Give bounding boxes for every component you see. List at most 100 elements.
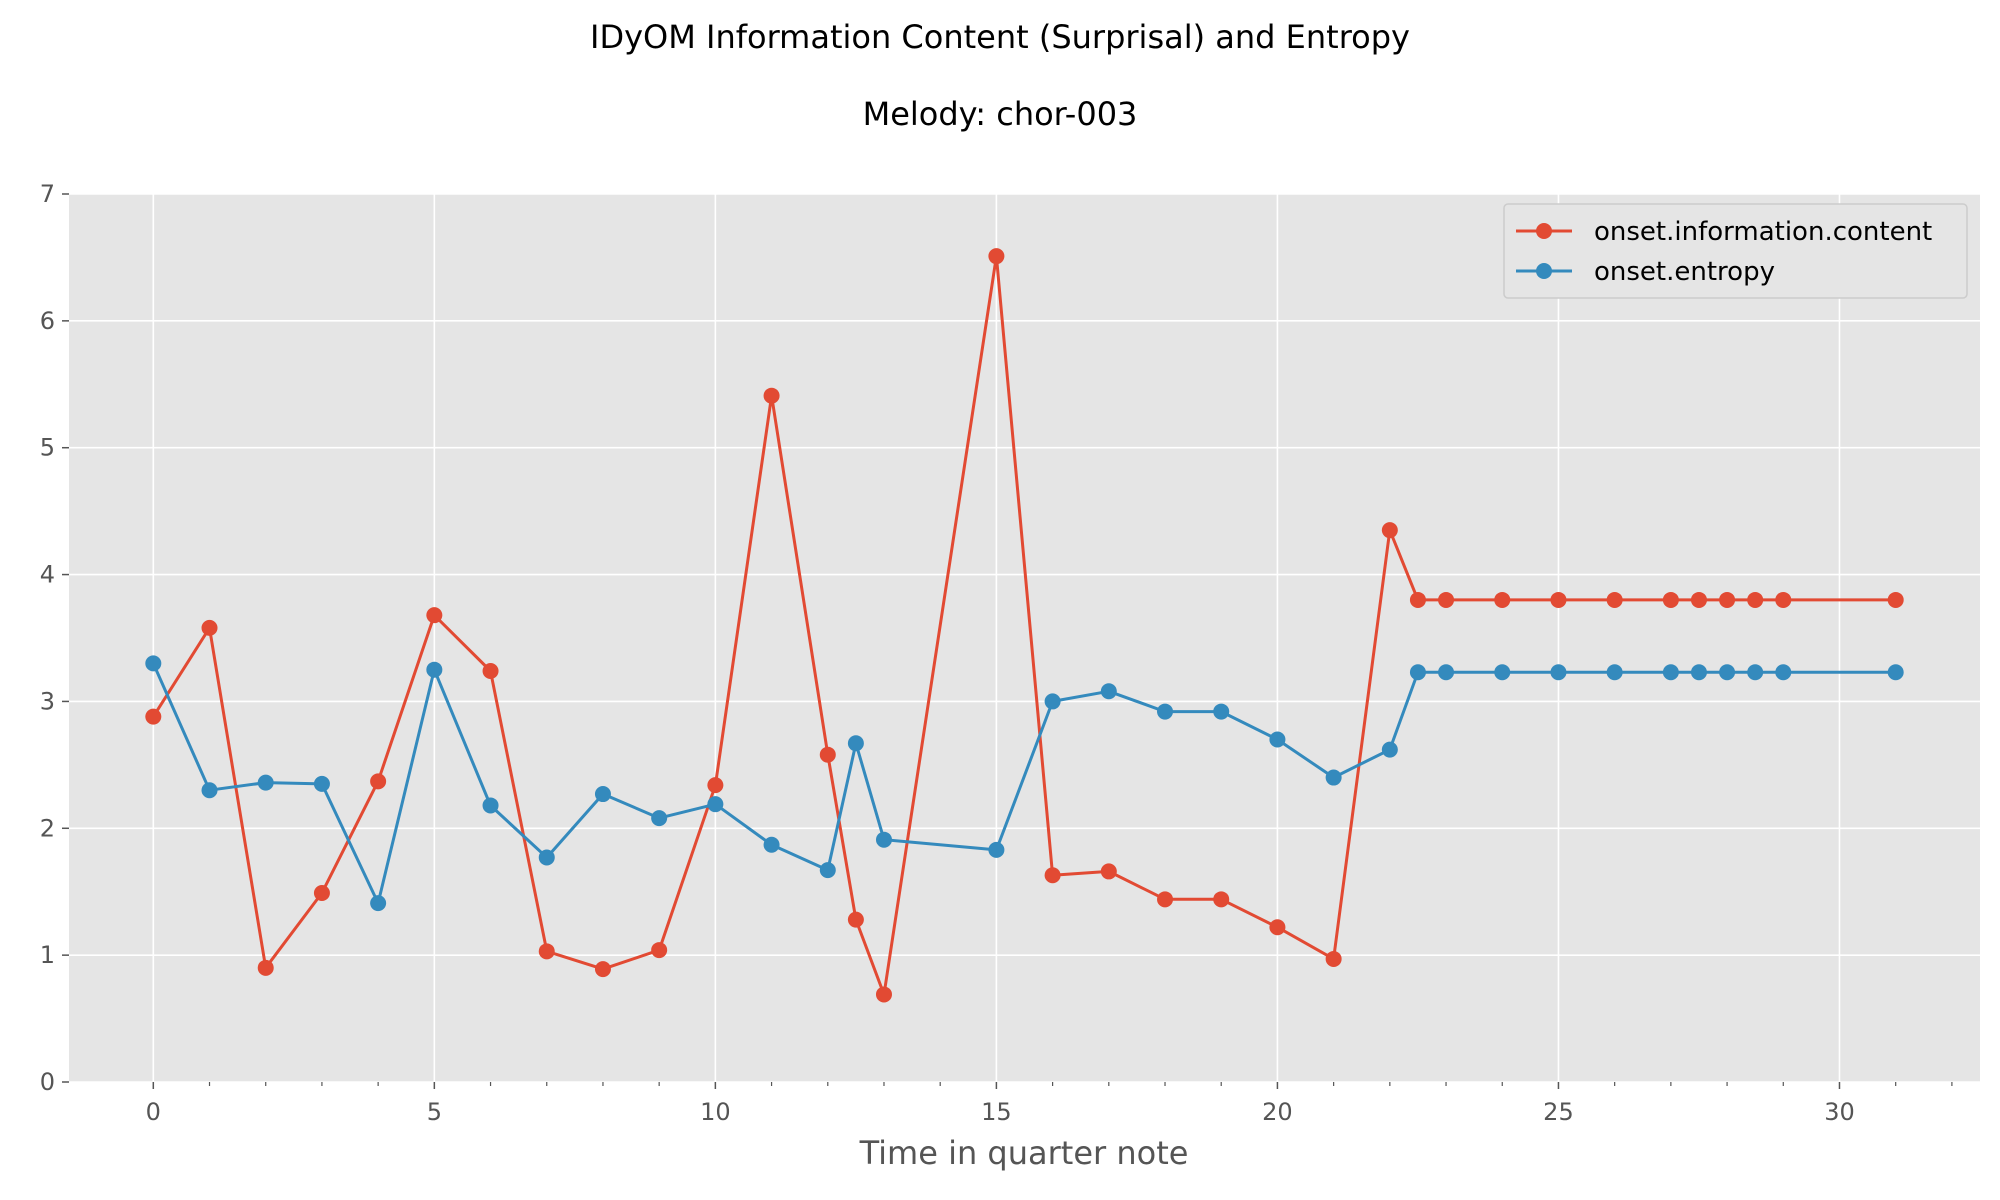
x-tick-label: 20 [1262,1098,1293,1126]
data-point [1606,664,1623,681]
data-point [1438,591,1455,608]
data-point [875,986,892,1003]
y-tick-label: 4 [40,561,55,589]
data-point [1100,863,1117,880]
data-point [1887,591,1904,608]
series-entropy [145,655,1904,912]
data-point [538,849,555,866]
data-point [763,836,780,853]
data-point [1381,522,1398,539]
data-point [426,607,443,624]
data-point [370,773,387,790]
data-point [1325,769,1342,786]
data-point [1747,591,1764,608]
data-point [482,662,499,679]
legend-box [1503,203,1968,299]
x-axis-label: Time in quarter note [859,1134,1189,1172]
data-point [847,735,864,752]
data-point [763,387,780,404]
legend-marker [1536,263,1552,279]
legend-label: onset.information.content [1594,217,1932,247]
data-point [819,746,836,763]
data-point [257,774,274,791]
legend-items: onset.information.content onset.entropy [1516,217,1932,287]
data-point [1887,664,1904,681]
data-point [1438,664,1455,681]
data-point [1719,591,1736,608]
legend-marker [1536,223,1552,239]
x-tick-label: 0 [146,1098,161,1126]
data-point [1662,591,1679,608]
data-point [1690,591,1707,608]
data-point [594,961,611,978]
data-point [1213,703,1230,720]
y-tick-label: 3 [40,687,55,715]
y-tick-label: 6 [40,307,55,335]
x-tick-label: 30 [1824,1098,1855,1126]
data-point [313,884,330,901]
x-tick-label: 15 [981,1098,1012,1126]
x-tick-label: 25 [1543,1098,1574,1126]
data-point [594,786,611,803]
data-point [426,661,443,678]
series-line [152,254,1896,996]
series-layer [145,248,1904,1003]
data-point [1690,664,1707,681]
data-point [1157,891,1174,908]
legend: onset.information.content onset.entropy [1503,203,1968,299]
data-point [819,862,836,879]
data-point [1325,950,1342,967]
data-point [1381,741,1398,758]
data-point [1747,664,1764,681]
data-point [313,775,330,792]
data-point [1775,664,1792,681]
data-point [1100,683,1117,700]
data-point [201,782,218,799]
data-point [538,943,555,960]
data-point [1213,891,1230,908]
data-point [1157,703,1174,720]
data-point [875,831,892,848]
y-tick-label: 2 [40,814,55,842]
data-point [988,841,1005,858]
data-point [482,797,499,814]
data-point [145,708,162,725]
axis-ticks: 0 1 2 3 4 5 6 7 0 5 10 15 20 25 30 [40,180,1953,1126]
series-line [151,662,1896,905]
chart-subtitle: Melody: chor-003 [863,95,1138,133]
data-point [1494,664,1511,681]
data-point [1269,731,1286,748]
data-point [1044,867,1061,884]
data-point [1550,664,1567,681]
data-point [651,810,668,827]
data-point [257,959,274,976]
data-point [847,911,864,928]
data-point [201,619,218,636]
data-point [651,942,668,959]
y-tick-label: 7 [40,180,55,208]
data-point [1606,591,1623,608]
y-tick-label: 5 [40,434,55,462]
plot-area [69,194,1980,1082]
data-point [1719,664,1736,681]
data-point [1044,693,1061,710]
data-point [1775,591,1792,608]
series-information-content [145,248,1904,1003]
y-tick-label: 0 [40,1068,55,1096]
x-tick-label: 10 [700,1098,731,1126]
data-point [1550,591,1567,608]
data-point [1409,591,1426,608]
y-tick-label: 1 [40,941,55,969]
legend-label: onset.entropy [1594,257,1775,287]
data-point [988,248,1005,265]
data-point [1409,664,1426,681]
chart-title: IDyOM Information Content (Surprisal) an… [590,18,1410,56]
data-point [145,655,162,672]
data-point [1662,664,1679,681]
data-point [707,796,724,813]
data-point [1269,919,1286,936]
data-point [1494,591,1511,608]
x-tick-label: 5 [427,1098,442,1126]
data-point [370,895,387,912]
